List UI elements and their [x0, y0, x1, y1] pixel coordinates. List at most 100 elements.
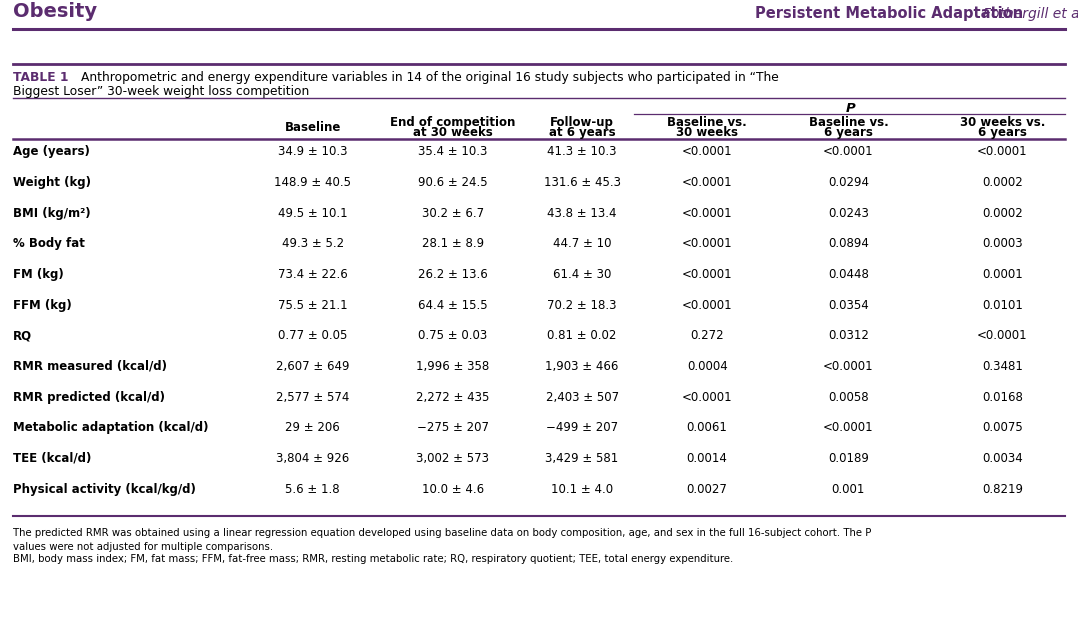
Text: 0.0014: 0.0014: [687, 452, 728, 465]
Text: 43.8 ± 13.4: 43.8 ± 13.4: [548, 207, 617, 220]
Text: 148.9 ± 40.5: 148.9 ± 40.5: [274, 176, 351, 189]
Text: 0.0061: 0.0061: [687, 421, 728, 434]
Text: 6 years: 6 years: [978, 126, 1027, 140]
Text: P: P: [845, 102, 856, 116]
Text: 26.2 ± 13.6: 26.2 ± 13.6: [418, 268, 487, 281]
Text: 44.7 ± 10: 44.7 ± 10: [553, 237, 611, 250]
Text: 0.0002: 0.0002: [982, 176, 1023, 189]
Text: 49.5 ± 10.1: 49.5 ± 10.1: [278, 207, 347, 220]
Text: 0.75 ± 0.03: 0.75 ± 0.03: [418, 329, 487, 343]
Text: 29 ± 206: 29 ± 206: [286, 421, 340, 434]
Text: 49.3 ± 5.2: 49.3 ± 5.2: [281, 237, 344, 250]
Text: Age (years): Age (years): [13, 145, 89, 159]
Text: Follow-up: Follow-up: [550, 116, 614, 130]
Text: 0.0894: 0.0894: [828, 237, 869, 250]
Text: <0.0001: <0.0001: [978, 329, 1027, 343]
Text: <0.0001: <0.0001: [824, 360, 873, 373]
Text: 2,607 ± 649: 2,607 ± 649: [276, 360, 349, 373]
Text: Fothergill et al.: Fothergill et al.: [983, 7, 1078, 21]
Text: RMR predicted (kcal/d): RMR predicted (kcal/d): [13, 391, 165, 404]
Text: <0.0001: <0.0001: [682, 237, 732, 250]
Text: 2,403 ± 507: 2,403 ± 507: [545, 391, 619, 404]
Text: 0.0001: 0.0001: [982, 268, 1023, 281]
Text: RQ: RQ: [13, 329, 32, 343]
Text: TEE (kcal/d): TEE (kcal/d): [13, 452, 92, 465]
Text: 61.4 ± 30: 61.4 ± 30: [553, 268, 611, 281]
Text: 3,804 ± 926: 3,804 ± 926: [276, 452, 349, 465]
Text: End of competition: End of competition: [390, 116, 515, 130]
Text: Obesity: Obesity: [13, 2, 97, 21]
Text: 0.0354: 0.0354: [828, 298, 869, 312]
Text: BMI (kg/m²): BMI (kg/m²): [13, 207, 91, 220]
Text: Baseline vs.: Baseline vs.: [667, 116, 747, 130]
Text: 0.001: 0.001: [832, 483, 865, 495]
Text: 0.0294: 0.0294: [828, 176, 869, 189]
Text: −499 ± 207: −499 ± 207: [547, 421, 618, 434]
Text: 0.0075: 0.0075: [982, 421, 1023, 434]
Text: 0.3481: 0.3481: [982, 360, 1023, 373]
Text: <0.0001: <0.0001: [824, 145, 873, 159]
Text: 35.4 ± 10.3: 35.4 ± 10.3: [418, 145, 487, 159]
Text: 0.0243: 0.0243: [828, 207, 869, 220]
Text: BMI, body mass index; FM, fat mass; FFM, fat-free mass; RMR, resting metabolic r: BMI, body mass index; FM, fat mass; FFM,…: [13, 554, 733, 564]
Text: 0.81 ± 0.02: 0.81 ± 0.02: [548, 329, 617, 343]
Text: Biggest Loser” 30-week weight loss competition: Biggest Loser” 30-week weight loss compe…: [13, 85, 309, 98]
Text: <0.0001: <0.0001: [824, 421, 873, 434]
Text: 30 weeks: 30 weeks: [676, 126, 738, 140]
Text: TABLE 1: TABLE 1: [13, 71, 68, 85]
Text: 1,996 ± 358: 1,996 ± 358: [416, 360, 489, 373]
Text: 0.0003: 0.0003: [982, 237, 1023, 250]
Text: <0.0001: <0.0001: [682, 298, 732, 312]
Text: % Body fat: % Body fat: [13, 237, 85, 250]
Text: 1,903 ± 466: 1,903 ± 466: [545, 360, 619, 373]
Text: <0.0001: <0.0001: [682, 207, 732, 220]
Text: Baseline: Baseline: [285, 121, 341, 135]
Text: RMR measured (kcal/d): RMR measured (kcal/d): [13, 360, 167, 373]
Text: <0.0001: <0.0001: [682, 145, 732, 159]
Text: 0.0002: 0.0002: [982, 207, 1023, 220]
Text: 0.77 ± 0.05: 0.77 ± 0.05: [278, 329, 347, 343]
Text: 0.0027: 0.0027: [687, 483, 728, 495]
Text: 10.1 ± 4.0: 10.1 ± 4.0: [551, 483, 613, 495]
Text: 0.8219: 0.8219: [982, 483, 1023, 495]
Text: 0.0101: 0.0101: [982, 298, 1023, 312]
Text: The predicted RMR was obtained using a linear regression equation developed usin: The predicted RMR was obtained using a l…: [13, 528, 871, 538]
Text: 0.0189: 0.0189: [828, 452, 869, 465]
Text: 0.272: 0.272: [690, 329, 724, 343]
Text: 0.0004: 0.0004: [687, 360, 728, 373]
Text: Physical activity (kcal/kg/d): Physical activity (kcal/kg/d): [13, 483, 196, 495]
Text: 0.0312: 0.0312: [828, 329, 869, 343]
Text: <0.0001: <0.0001: [682, 176, 732, 189]
Text: Persistent Metabolic Adaptation: Persistent Metabolic Adaptation: [755, 6, 1023, 21]
Text: 30 weeks vs.: 30 weeks vs.: [959, 116, 1046, 130]
Text: <0.0001: <0.0001: [682, 268, 732, 281]
Text: 41.3 ± 10.3: 41.3 ± 10.3: [548, 145, 617, 159]
Text: 28.1 ± 8.9: 28.1 ± 8.9: [421, 237, 484, 250]
Text: 10.0 ± 4.6: 10.0 ± 4.6: [421, 483, 484, 495]
Text: Anthropometric and energy expenditure variables in 14 of the original 16 study s: Anthropometric and energy expenditure va…: [81, 71, 778, 85]
Text: 2,577 ± 574: 2,577 ± 574: [276, 391, 349, 404]
Text: 64.4 ± 15.5: 64.4 ± 15.5: [418, 298, 487, 312]
Text: 6 years: 6 years: [824, 126, 873, 140]
Text: Baseline vs.: Baseline vs.: [808, 116, 888, 130]
Text: 75.5 ± 21.1: 75.5 ± 21.1: [278, 298, 347, 312]
Text: 0.0168: 0.0168: [982, 391, 1023, 404]
Text: 70.2 ± 18.3: 70.2 ± 18.3: [548, 298, 617, 312]
Text: <0.0001: <0.0001: [682, 391, 732, 404]
Text: 90.6 ± 24.5: 90.6 ± 24.5: [418, 176, 487, 189]
Text: 2,272 ± 435: 2,272 ± 435: [416, 391, 489, 404]
Text: −275 ± 207: −275 ± 207: [417, 421, 488, 434]
Text: 0.0034: 0.0034: [982, 452, 1023, 465]
Text: 3,002 ± 573: 3,002 ± 573: [416, 452, 489, 465]
Text: 5.6 ± 1.8: 5.6 ± 1.8: [286, 483, 340, 495]
Text: values were not adjusted for multiple comparisons.: values were not adjusted for multiple co…: [13, 542, 273, 552]
Text: <0.0001: <0.0001: [978, 145, 1027, 159]
Text: 131.6 ± 45.3: 131.6 ± 45.3: [543, 176, 621, 189]
Text: 34.9 ± 10.3: 34.9 ± 10.3: [278, 145, 347, 159]
Text: Metabolic adaptation (kcal/d): Metabolic adaptation (kcal/d): [13, 421, 208, 434]
Text: at 6 years: at 6 years: [549, 126, 616, 140]
Text: FM (kg): FM (kg): [13, 268, 64, 281]
Text: 30.2 ± 6.7: 30.2 ± 6.7: [421, 207, 484, 220]
Text: at 30 weeks: at 30 weeks: [413, 126, 493, 140]
Text: 0.0058: 0.0058: [828, 391, 869, 404]
